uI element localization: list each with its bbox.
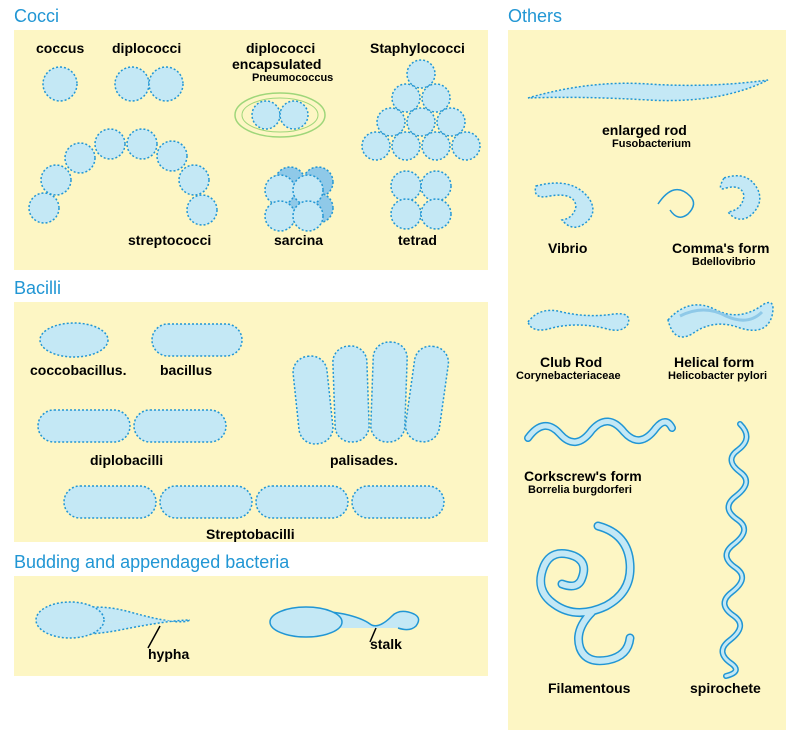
coccus-label: coccus — [36, 40, 84, 56]
diplococci-label: diplococci — [112, 40, 181, 56]
bacillus-shape — [148, 320, 248, 360]
diplo-encaps-label2: encapsulated — [232, 56, 321, 72]
palisades-label: palisades. — [330, 452, 398, 468]
filamentous-label: Filamentous — [548, 680, 630, 696]
club-rod-label: Club Rod — [540, 354, 602, 370]
streptococci-shape — [26, 120, 226, 230]
sarcina-label: sarcina — [274, 232, 323, 248]
comma-shape — [650, 164, 770, 244]
others-title: Others — [508, 6, 562, 27]
sarcina-shape — [256, 160, 346, 230]
comma-label: Comma's form — [672, 240, 769, 256]
stalk-shape — [266, 588, 436, 648]
staphylococci-label: Staphylococci — [370, 40, 465, 56]
corkscrew-label: Corkscrew's form — [524, 468, 642, 484]
palisades-shape — [290, 332, 460, 452]
comma-sub: Bdellovibrio — [692, 256, 756, 268]
club-rod-sub: Corynebacteriaceae — [516, 370, 621, 382]
diplococci-shape — [112, 64, 192, 104]
vibrio-shape — [520, 170, 610, 240]
diplobacilli-label: diplobacilli — [90, 452, 163, 468]
streptobacilli-label: Streptobacilli — [206, 526, 295, 542]
diplobacilli-shape — [34, 406, 234, 446]
vibrio-label: Vibrio — [548, 240, 587, 256]
corkscrew-shape — [520, 404, 680, 464]
coccobacillus-label: coccobacillus. — [30, 362, 126, 378]
filamentous-shape — [518, 520, 668, 670]
budding-title: Budding and appendaged bacteria — [14, 552, 289, 573]
staphylococci-shape — [356, 58, 486, 168]
streptococci-label: streptococci — [128, 232, 211, 248]
helical-shape — [660, 290, 780, 350]
diplo-encaps-sub: Pneumococcus — [252, 72, 333, 84]
diplo-encaps-shape — [230, 90, 330, 140]
cocci-title: Cocci — [14, 6, 59, 27]
coccus-shape — [40, 64, 80, 104]
enlarged-rod-shape — [520, 70, 776, 120]
enlarged-rod-label: enlarged rod — [602, 122, 687, 138]
streptobacilli-shape — [60, 482, 450, 522]
tetrad-label: tetrad — [398, 232, 437, 248]
bacillus-label: bacillus — [160, 362, 212, 378]
corkscrew-sub: Borrelia burgdorferi — [528, 484, 632, 496]
helical-sub: Helicobacter pylori — [668, 370, 767, 382]
helical-label: Helical form — [674, 354, 754, 370]
enlarged-rod-sub: Fusobacterium — [612, 138, 691, 150]
spirochete-shape — [690, 420, 770, 680]
bacilli-title: Bacilli — [14, 278, 61, 299]
coccobacillus-shape — [34, 320, 114, 360]
stalk-label: stalk — [370, 636, 402, 652]
tetrad-shape — [382, 168, 462, 232]
hypha-label: hypha — [148, 646, 189, 662]
club-rod-shape — [518, 298, 638, 348]
diplo-encaps-label1: diplococci — [246, 40, 315, 56]
spirochete-label: spirochete — [690, 680, 761, 696]
